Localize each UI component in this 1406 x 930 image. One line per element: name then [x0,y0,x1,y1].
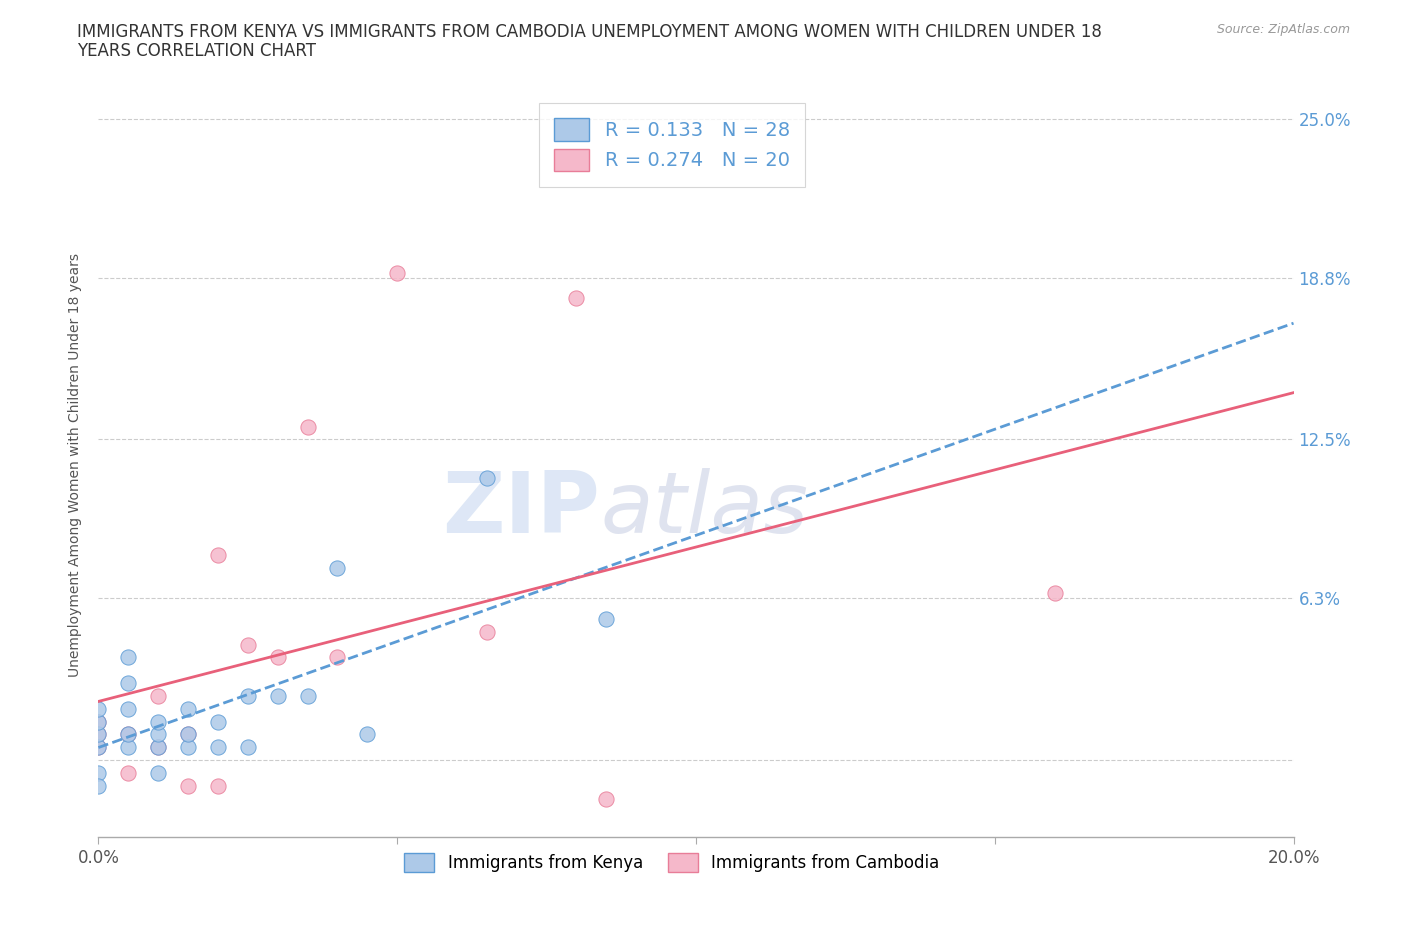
Point [148,739,170,754]
Point [595,612,617,627]
Point [177,701,200,716]
Point [356,727,378,742]
Point [148,714,170,729]
Point [117,675,139,690]
Point [236,637,259,652]
Point [207,548,229,563]
Point [177,727,200,742]
Point [87,714,110,729]
Point [117,727,139,742]
Point [117,739,139,754]
Y-axis label: Unemployment Among Women with Children Under 18 years: Unemployment Among Women with Children U… [69,253,83,677]
Text: IMMIGRANTS FROM KENYA VS IMMIGRANTS FROM CAMBODIA UNEMPLOYMENT AMONG WOMEN WITH : IMMIGRANTS FROM KENYA VS IMMIGRANTS FROM… [77,23,1102,41]
Point [148,688,170,703]
Text: YEARS CORRELATION CHART: YEARS CORRELATION CHART [77,42,316,60]
Point [475,624,498,639]
Point [87,739,110,754]
Text: atlas: atlas [600,468,808,551]
Point [117,765,139,780]
Point [236,739,259,754]
Point [1043,586,1066,601]
Point [326,560,349,575]
Point [87,765,110,780]
Point [87,739,110,754]
Text: ZIP: ZIP [443,468,600,551]
Point [177,778,200,793]
Point [297,688,319,703]
Point [87,701,110,716]
Point [87,714,110,729]
Point [207,778,229,793]
Point [207,739,229,754]
Point [595,791,617,806]
Point [117,701,139,716]
Point [326,650,349,665]
Legend: Immigrants from Kenya, Immigrants from Cambodia: Immigrants from Kenya, Immigrants from C… [396,844,948,881]
Point [297,419,319,434]
Point [267,688,290,703]
Point [117,727,139,742]
Point [148,727,170,742]
Point [385,265,409,280]
Point [117,650,139,665]
Point [87,778,110,793]
Point [267,650,290,665]
Point [148,739,170,754]
Point [177,739,200,754]
Point [565,291,588,306]
Point [236,688,259,703]
Text: Source: ZipAtlas.com: Source: ZipAtlas.com [1216,23,1350,36]
Point [207,714,229,729]
Point [475,471,498,485]
Point [177,727,200,742]
Point [87,727,110,742]
Point [148,765,170,780]
Point [87,727,110,742]
